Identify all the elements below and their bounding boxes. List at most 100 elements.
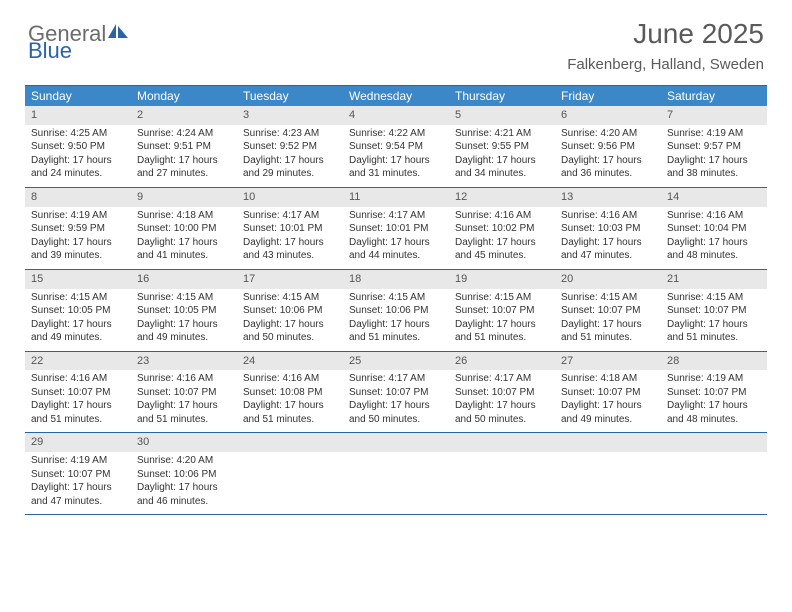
title-block: June 2025 Falkenberg, Halland, Sweden <box>567 18 764 77</box>
sunrise-line: Sunrise: 4:15 AM <box>243 291 337 305</box>
day-body <box>449 452 555 460</box>
week-row: 29Sunrise: 4:19 AMSunset: 10:07 PMDaylig… <box>25 433 767 515</box>
sunset-line: Sunset: 10:08 PM <box>243 386 337 400</box>
week-row: 1Sunrise: 4:25 AMSunset: 9:50 PMDaylight… <box>25 106 767 188</box>
day-cell: 5Sunrise: 4:21 AMSunset: 9:55 PMDaylight… <box>449 106 555 187</box>
day-number: 16 <box>131 270 237 289</box>
day-number: 15 <box>25 270 131 289</box>
weekday-col: Thursday <box>449 86 555 106</box>
day-cell <box>237 433 343 514</box>
sunset-line: Sunset: 10:07 PM <box>455 304 549 318</box>
day-body: Sunrise: 4:16 AMSunset: 10:02 PMDaylight… <box>449 207 555 269</box>
sunset-line: Sunset: 10:07 PM <box>31 468 125 482</box>
sunset-line: Sunset: 9:51 PM <box>137 140 231 154</box>
sunrise-line: Sunrise: 4:16 AM <box>667 209 761 223</box>
sunrise-line: Sunrise: 4:21 AM <box>455 127 549 141</box>
day-cell: 2Sunrise: 4:24 AMSunset: 9:51 PMDaylight… <box>131 106 237 187</box>
sunset-line: Sunset: 9:54 PM <box>349 140 443 154</box>
day-cell: 16Sunrise: 4:15 AMSunset: 10:05 PMDaylig… <box>131 270 237 351</box>
daylight-line: Daylight: 17 hours and 51 minutes. <box>349 318 443 345</box>
sunrise-line: Sunrise: 4:15 AM <box>667 291 761 305</box>
day-cell: 29Sunrise: 4:19 AMSunset: 10:07 PMDaylig… <box>25 433 131 514</box>
daylight-line: Daylight: 17 hours and 51 minutes. <box>667 318 761 345</box>
day-cell: 19Sunrise: 4:15 AMSunset: 10:07 PMDaylig… <box>449 270 555 351</box>
day-body: Sunrise: 4:19 AMSunset: 10:07 PMDaylight… <box>25 452 131 514</box>
day-body <box>555 452 661 460</box>
daylight-line: Daylight: 17 hours and 48 minutes. <box>667 399 761 426</box>
sunset-line: Sunset: 9:59 PM <box>31 222 125 236</box>
day-cell: 22Sunrise: 4:16 AMSunset: 10:07 PMDaylig… <box>25 352 131 433</box>
daylight-line: Daylight: 17 hours and 51 minutes. <box>243 399 337 426</box>
sunset-line: Sunset: 9:52 PM <box>243 140 337 154</box>
day-number: 4 <box>343 106 449 125</box>
sunrise-line: Sunrise: 4:19 AM <box>31 209 125 223</box>
day-number <box>237 433 343 452</box>
day-cell: 21Sunrise: 4:15 AMSunset: 10:07 PMDaylig… <box>661 270 767 351</box>
sunrise-line: Sunrise: 4:18 AM <box>137 209 231 223</box>
day-number: 28 <box>661 352 767 371</box>
day-number: 26 <box>449 352 555 371</box>
day-body: Sunrise: 4:15 AMSunset: 10:07 PMDaylight… <box>555 289 661 351</box>
sunrise-line: Sunrise: 4:20 AM <box>137 454 231 468</box>
day-cell: 13Sunrise: 4:16 AMSunset: 10:03 PMDaylig… <box>555 188 661 269</box>
day-number: 29 <box>25 433 131 452</box>
sunrise-line: Sunrise: 4:25 AM <box>31 127 125 141</box>
day-number <box>343 433 449 452</box>
sunset-line: Sunset: 10:07 PM <box>561 304 655 318</box>
day-body: Sunrise: 4:22 AMSunset: 9:54 PMDaylight:… <box>343 125 449 187</box>
day-cell: 17Sunrise: 4:15 AMSunset: 10:06 PMDaylig… <box>237 270 343 351</box>
day-number: 11 <box>343 188 449 207</box>
daylight-line: Daylight: 17 hours and 51 minutes. <box>561 318 655 345</box>
day-body: Sunrise: 4:16 AMSunset: 10:04 PMDaylight… <box>661 207 767 269</box>
sunset-line: Sunset: 10:06 PM <box>137 468 231 482</box>
day-cell <box>449 433 555 514</box>
daylight-line: Daylight: 17 hours and 36 minutes. <box>561 154 655 181</box>
sunset-line: Sunset: 10:00 PM <box>137 222 231 236</box>
weekday-col: Saturday <box>661 86 767 106</box>
day-body: Sunrise: 4:20 AMSunset: 9:56 PMDaylight:… <box>555 125 661 187</box>
day-body: Sunrise: 4:19 AMSunset: 9:59 PMDaylight:… <box>25 207 131 269</box>
daylight-line: Daylight: 17 hours and 47 minutes. <box>31 481 125 508</box>
sunrise-line: Sunrise: 4:16 AM <box>243 372 337 386</box>
sunset-line: Sunset: 9:56 PM <box>561 140 655 154</box>
location-text: Falkenberg, Halland, Sweden <box>567 56 764 73</box>
day-cell: 9Sunrise: 4:18 AMSunset: 10:00 PMDayligh… <box>131 188 237 269</box>
daylight-line: Daylight: 17 hours and 48 minutes. <box>667 236 761 263</box>
day-cell: 6Sunrise: 4:20 AMSunset: 9:56 PMDaylight… <box>555 106 661 187</box>
daylight-line: Daylight: 17 hours and 51 minutes. <box>31 399 125 426</box>
daylight-line: Daylight: 17 hours and 31 minutes. <box>349 154 443 181</box>
day-number <box>449 433 555 452</box>
day-cell <box>555 433 661 514</box>
sunset-line: Sunset: 10:05 PM <box>31 304 125 318</box>
week-row: 22Sunrise: 4:16 AMSunset: 10:07 PMDaylig… <box>25 352 767 434</box>
sunrise-line: Sunrise: 4:17 AM <box>455 372 549 386</box>
day-number: 8 <box>25 188 131 207</box>
daylight-line: Daylight: 17 hours and 50 minutes. <box>349 399 443 426</box>
day-number <box>661 433 767 452</box>
weekday-col: Tuesday <box>237 86 343 106</box>
weekday-col: Wednesday <box>343 86 449 106</box>
sunrise-line: Sunrise: 4:17 AM <box>349 209 443 223</box>
sunrise-line: Sunrise: 4:19 AM <box>667 372 761 386</box>
day-body: Sunrise: 4:25 AMSunset: 9:50 PMDaylight:… <box>25 125 131 187</box>
header: General Blue June 2025 Falkenberg, Halla… <box>0 0 792 85</box>
sunset-line: Sunset: 10:02 PM <box>455 222 549 236</box>
day-cell <box>343 433 449 514</box>
day-number: 24 <box>237 352 343 371</box>
day-body: Sunrise: 4:16 AMSunset: 10:07 PMDaylight… <box>25 370 131 432</box>
day-body: Sunrise: 4:16 AMSunset: 10:03 PMDaylight… <box>555 207 661 269</box>
day-body: Sunrise: 4:15 AMSunset: 10:06 PMDaylight… <box>237 289 343 351</box>
day-number: 2 <box>131 106 237 125</box>
day-number: 10 <box>237 188 343 207</box>
day-cell: 30Sunrise: 4:20 AMSunset: 10:06 PMDaylig… <box>131 433 237 514</box>
day-cell: 15Sunrise: 4:15 AMSunset: 10:05 PMDaylig… <box>25 270 131 351</box>
week-row: 8Sunrise: 4:19 AMSunset: 9:59 PMDaylight… <box>25 188 767 270</box>
day-number: 6 <box>555 106 661 125</box>
day-cell: 7Sunrise: 4:19 AMSunset: 9:57 PMDaylight… <box>661 106 767 187</box>
day-body: Sunrise: 4:24 AMSunset: 9:51 PMDaylight:… <box>131 125 237 187</box>
day-body: Sunrise: 4:16 AMSunset: 10:07 PMDaylight… <box>131 370 237 432</box>
day-number: 9 <box>131 188 237 207</box>
day-number: 27 <box>555 352 661 371</box>
calendar-grid: SundayMondayTuesdayWednesdayThursdayFrid… <box>25 85 767 515</box>
sunrise-line: Sunrise: 4:15 AM <box>31 291 125 305</box>
